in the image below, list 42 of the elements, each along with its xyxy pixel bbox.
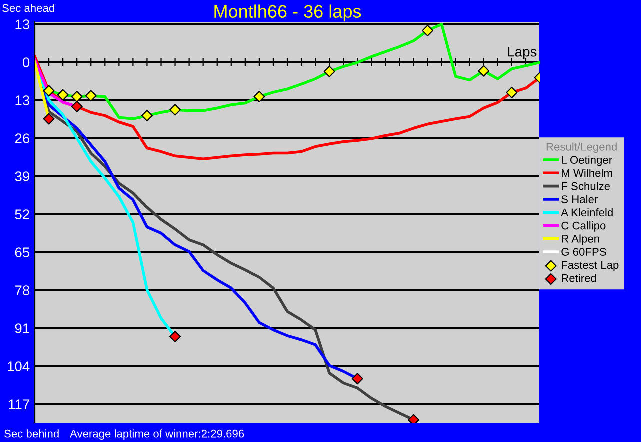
legend-label: C Callipo xyxy=(562,222,606,232)
point xyxy=(71,101,83,113)
x-axis-title: Laps xyxy=(508,47,537,60)
y-tick-label: 91 xyxy=(15,324,30,334)
point xyxy=(352,373,364,385)
y-tick-label: 39 xyxy=(15,172,30,182)
y-tick-label: 52 xyxy=(15,210,30,220)
legend-label: L Oetinger xyxy=(562,156,612,166)
legend-label: M Wilhelm xyxy=(562,169,612,178)
point xyxy=(170,104,182,116)
point xyxy=(506,86,518,98)
point xyxy=(170,331,182,343)
y-tick-label: 13 xyxy=(16,20,30,30)
y-tick-label: 26 xyxy=(15,134,30,144)
legend-label: Retired xyxy=(562,274,596,282)
point xyxy=(43,85,55,97)
y-tick-label: 13 xyxy=(16,96,30,106)
y-tick-label: 117 xyxy=(9,400,30,410)
text: Sec ahead xyxy=(2,4,54,12)
y-tick-label: 65 xyxy=(15,248,30,258)
point xyxy=(141,110,153,122)
y-tick-label: 0 xyxy=(22,58,30,68)
point xyxy=(324,66,336,78)
text: Average laptime of winner:2:29.696 xyxy=(70,430,244,440)
legend-title: Result/Legend xyxy=(546,142,617,154)
y-tick-label: 104 xyxy=(8,362,30,372)
legend-label: F Schulze xyxy=(562,182,610,190)
point xyxy=(43,113,55,125)
legend-label: R Alpen xyxy=(562,234,600,246)
legend-label: G 60FPS xyxy=(562,248,606,256)
text: Sec behind xyxy=(4,430,59,438)
point xyxy=(478,65,490,77)
point xyxy=(85,90,97,102)
y-tick-label: 78 xyxy=(15,286,30,296)
legend-label: S Haler xyxy=(562,195,598,204)
chart-title: Montlh66 - 36 laps xyxy=(214,4,362,22)
point xyxy=(254,91,266,103)
legend-label: Fastest Lap xyxy=(562,261,619,272)
point xyxy=(71,91,83,103)
legend-label: A Kleinfeld xyxy=(561,208,613,217)
point xyxy=(57,89,69,101)
point xyxy=(422,25,434,37)
